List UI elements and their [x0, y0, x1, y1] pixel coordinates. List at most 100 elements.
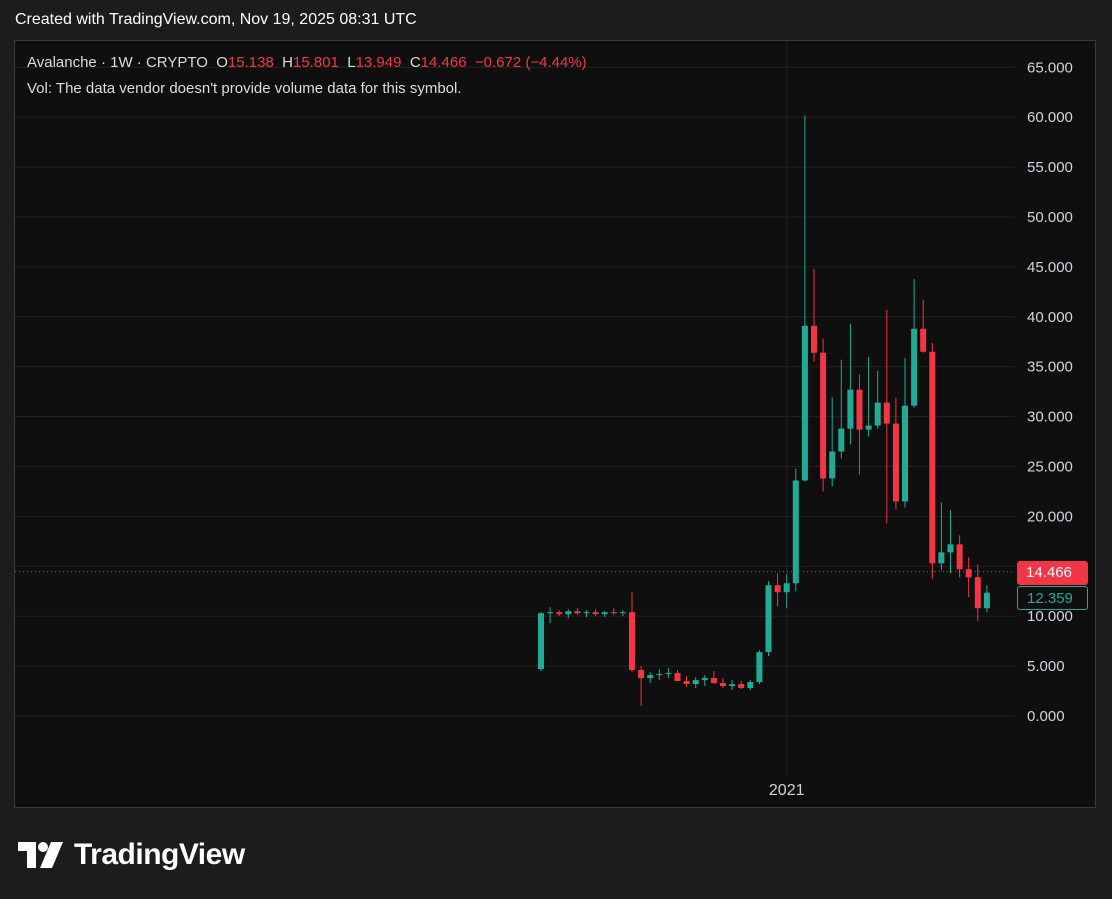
- candle[interactable]: [929, 342, 936, 580]
- candle[interactable]: [683, 676, 690, 688]
- candle[interactable]: [947, 510, 954, 574]
- candlestick-chart[interactable]: 0.0005.00010.00015.00020.00025.00030.000…: [15, 41, 1097, 809]
- ohlc-legend: Avalanche · 1W · CRYPTO O15.138 H15.801 …: [27, 54, 587, 71]
- tradingview-logo[interactable]: TradingView: [18, 838, 245, 872]
- candle[interactable]: [883, 309, 890, 524]
- candle[interactable]: [874, 370, 881, 429]
- y-tick-label: 10.000: [1027, 608, 1073, 625]
- candle[interactable]: [729, 680, 736, 691]
- candle[interactable]: [983, 585, 990, 613]
- change-value: −0.672 (−4.44%): [474, 54, 587, 71]
- candle[interactable]: [674, 670, 681, 682]
- open-value: 15.138: [227, 54, 274, 71]
- candle[interactable]: [583, 610, 590, 618]
- candle[interactable]: [847, 323, 854, 445]
- candle[interactable]: [811, 268, 817, 362]
- candle-body: [929, 351, 936, 564]
- candle-body: [574, 611, 581, 614]
- y-tick-label: 5.000: [1027, 658, 1065, 675]
- candle[interactable]: [801, 115, 808, 482]
- candle[interactable]: [892, 397, 899, 510]
- candle-body: [647, 675, 654, 679]
- candle[interactable]: [956, 535, 963, 578]
- y-tick-label: 60.000: [1027, 109, 1073, 126]
- candle-body: [883, 402, 890, 424]
- candle[interactable]: [556, 610, 563, 617]
- candle[interactable]: [938, 502, 945, 571]
- candle[interactable]: [920, 299, 927, 353]
- candle-body: [720, 683, 726, 687]
- candle[interactable]: [601, 611, 608, 618]
- candle-body: [838, 428, 845, 452]
- candle[interactable]: [638, 666, 645, 707]
- candle-body: [820, 352, 827, 479]
- y-tick-label: 20.000: [1027, 508, 1073, 525]
- candle[interactable]: [574, 608, 581, 616]
- candle[interactable]: [647, 672, 654, 684]
- candle[interactable]: [965, 557, 972, 598]
- candle[interactable]: [820, 338, 827, 492]
- candle-body: [811, 325, 817, 353]
- candle-body: [629, 612, 635, 671]
- candle-body: [601, 612, 608, 615]
- candle-body: [847, 389, 854, 429]
- candle[interactable]: [565, 609, 572, 619]
- y-tick-label: 30.000: [1027, 409, 1073, 426]
- candle-body: [947, 544, 954, 553]
- x-tick-label: 2021: [769, 782, 805, 799]
- candle[interactable]: [829, 397, 836, 487]
- candle[interactable]: [592, 609, 599, 617]
- symbol-info[interactable]: Avalanche · 1W · CRYPTO: [27, 54, 208, 71]
- candle[interactable]: [765, 581, 772, 657]
- candle-body: [774, 585, 781, 593]
- candle-body: [911, 328, 918, 406]
- candle[interactable]: [783, 574, 790, 609]
- candle[interactable]: [738, 681, 745, 690]
- candle[interactable]: [665, 668, 672, 679]
- candle-body: [965, 569, 972, 578]
- candle[interactable]: [747, 680, 754, 691]
- candle[interactable]: [629, 592, 635, 673]
- candle-body: [920, 328, 927, 352]
- candle[interactable]: [774, 573, 781, 607]
- chart-panel[interactable]: 0.0005.00010.00015.00020.00025.00030.000…: [14, 40, 1096, 808]
- candle-body: [829, 451, 836, 479]
- candle-body: [747, 682, 754, 689]
- candle[interactable]: [720, 678, 726, 689]
- candle[interactable]: [547, 607, 554, 624]
- candle[interactable]: [756, 650, 763, 685]
- candle-body: [692, 680, 699, 685]
- candle[interactable]: [538, 612, 544, 672]
- candle[interactable]: [865, 356, 872, 437]
- candle[interactable]: [701, 675, 708, 687]
- candle-body: [756, 652, 763, 683]
- candle[interactable]: [610, 608, 617, 616]
- candle-body: [765, 585, 772, 653]
- y-tick-label: 50.000: [1027, 209, 1073, 226]
- candle[interactable]: [792, 468, 799, 592]
- y-tick-label: 25.000: [1027, 459, 1073, 476]
- chart-caption: Created with TradingView.com, Nov 19, 20…: [15, 11, 417, 28]
- candle[interactable]: [856, 374, 863, 475]
- candle[interactable]: [911, 278, 918, 408]
- candle[interactable]: [974, 564, 981, 622]
- candle[interactable]: [838, 359, 845, 459]
- high-label: H: [282, 54, 293, 71]
- low-value: 13.949: [355, 54, 402, 71]
- y-tick-label: 0.000: [1027, 708, 1065, 725]
- candle[interactable]: [710, 671, 717, 685]
- candle-body: [892, 423, 899, 502]
- candle-body: [674, 673, 681, 682]
- candle-body: [538, 613, 544, 670]
- candle-body: [974, 577, 981, 609]
- volume-note: Vol: The data vendor doesn't provide vol…: [27, 80, 462, 97]
- y-tick-label: 35.000: [1027, 359, 1073, 376]
- current-price-badge: 12.359: [1017, 586, 1088, 610]
- low-label: L: [347, 54, 356, 71]
- candle[interactable]: [902, 357, 908, 508]
- price-axis: 0.0005.00010.00015.00020.00025.00030.000…: [1027, 59, 1073, 725]
- candle[interactable]: [692, 677, 699, 689]
- candle[interactable]: [656, 669, 663, 681]
- candle[interactable]: [619, 610, 626, 617]
- candle-body: [792, 480, 799, 584]
